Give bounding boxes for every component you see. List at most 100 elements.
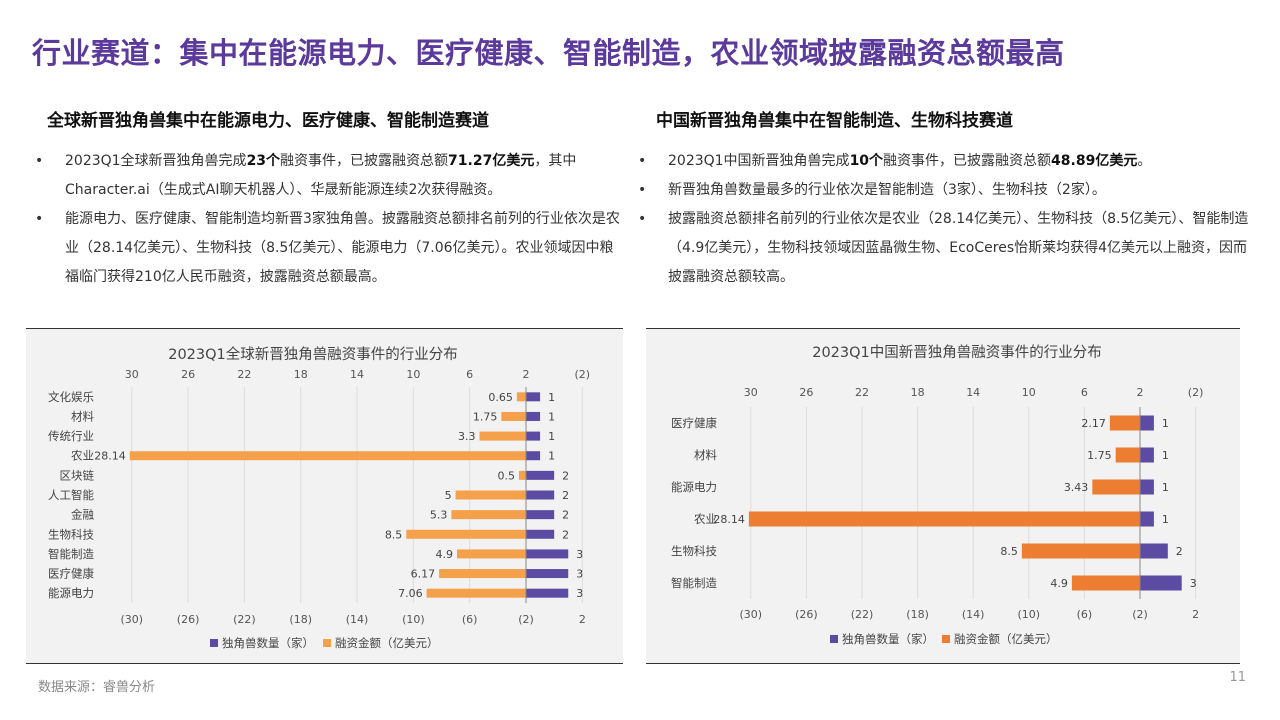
top-tick-label: 10	[406, 368, 420, 381]
category-label: 材料	[694, 448, 717, 462]
funding-value-label: 28.14	[713, 513, 745, 526]
count-bar	[1140, 511, 1154, 527]
bottom-tick-label: (6)	[1077, 608, 1093, 621]
top-tick-label: 10	[1022, 386, 1036, 399]
category-label: 生物科技	[48, 527, 94, 541]
bottom-tick-label: (6)	[462, 613, 478, 626]
bottom-tick-label: (22)	[851, 608, 874, 621]
funding-bar	[516, 392, 526, 402]
funding-bar	[129, 451, 526, 461]
category-label: 生物科技	[671, 544, 717, 558]
bottom-tick-label: (18)	[289, 613, 312, 626]
bottom-tick-label: 2	[1192, 608, 1199, 621]
bottom-tick-label: (30)	[740, 608, 763, 621]
funding-bar	[1071, 575, 1140, 591]
top-tick-label: 14	[350, 368, 364, 381]
count-bar	[1140, 543, 1168, 559]
count-bar	[526, 411, 541, 421]
highlight-text: 71.27亿美元	[448, 153, 535, 169]
count-bar	[526, 569, 569, 579]
category-label: 医疗健康	[671, 416, 717, 430]
bullet-text: 融资事件，已披露融资总额	[280, 153, 449, 169]
page-title: 行业赛道：集中在能源电力、医疗健康、智能制造，农业领域披露融资总额最高	[32, 36, 1065, 70]
category-label: 农业	[71, 449, 94, 463]
global-chart-svg: 2023Q1全球新晋独角兽融资事件的行业分布30(30)26(26)22(22)…	[48, 345, 646, 650]
count-value-label: 2	[562, 489, 569, 502]
count-bar	[526, 451, 541, 461]
bottom-tick-label: (14)	[346, 613, 369, 626]
count-bar	[526, 588, 569, 598]
bullet-text: 新晋独角兽数量最多的行业依次是智能制造（3家）、生物科技（2家）。	[668, 182, 1106, 198]
count-bar	[526, 431, 541, 441]
chart-title: 2023Q1全球新晋独角兽融资事件的行业分布	[168, 345, 458, 363]
count-bar	[526, 510, 555, 520]
category-label: 材料	[71, 409, 94, 423]
bottom-tick-label: (26)	[795, 608, 818, 621]
count-bar	[526, 470, 555, 480]
top-tick-label: 6	[1081, 386, 1088, 399]
china-chart-svg: 2023Q1中国新晋独角兽融资事件的行业分布30(30)26(26)22(22)…	[671, 344, 1259, 646]
count-bar	[526, 392, 541, 402]
top-tick-label: 14	[966, 386, 980, 399]
funding-bar	[457, 549, 526, 559]
bottom-tick-label: 2	[579, 613, 586, 626]
count-value-label: 3	[576, 548, 583, 561]
count-value-label: 3	[576, 568, 583, 581]
legend-swatch-funding	[942, 635, 950, 643]
highlight-text: 10个	[849, 153, 884, 169]
count-value-label: 1	[1162, 449, 1169, 462]
funding-value-label: 1.75	[1087, 449, 1112, 462]
top-tick-label: 2	[523, 368, 530, 381]
bottom-tick-label: (22)	[233, 613, 256, 626]
bullet-text: 2023Q1中国新晋独角兽完成	[668, 153, 850, 169]
count-value-label: 3	[1190, 577, 1197, 590]
count-bar	[1140, 415, 1154, 431]
funding-value-label: 8.5	[1000, 545, 1018, 558]
chart-title: 2023Q1中国新晋独角兽融资事件的行业分布	[812, 344, 1102, 361]
bullet-text: 融资事件，已披露融资总额	[883, 153, 1052, 169]
funding-bar	[1115, 447, 1140, 463]
legend-label-funding: 融资金额（亿美元）	[335, 636, 439, 650]
legend-label-funding: 融资金额（亿美元）	[954, 632, 1058, 646]
category-label: 医疗健康	[48, 567, 94, 581]
funding-bar	[1021, 543, 1140, 559]
right-bullet-list: 2023Q1中国新晋独角兽完成10个融资事件，已披露融资总额48.89亿美元。新…	[638, 147, 1250, 292]
funding-value-label: 0.65	[488, 391, 513, 404]
bullet-text: 能源电力、医疗健康、智能制造均新晋3家独角兽。披露融资总额排名前列的行业依次是农…	[65, 211, 620, 285]
funding-bar	[439, 569, 526, 579]
bottom-tick-label: (10)	[1018, 608, 1041, 621]
legend-swatch-count	[210, 639, 218, 647]
top-tick-label: (2)	[575, 368, 591, 381]
funding-value-label: 0.5	[497, 469, 514, 482]
top-tick-label: 30	[744, 386, 758, 399]
bottom-tick-label: (10)	[402, 613, 425, 626]
funding-bar	[1092, 479, 1140, 495]
count-bar	[1140, 447, 1154, 463]
legend-swatch-count	[830, 635, 838, 643]
bullet-text: 披露融资总额排名前列的行业依次是农业（28.14亿美元）、生物科技（8.5亿美元…	[668, 211, 1249, 285]
bottom-tick-label: (26)	[177, 613, 200, 626]
highlight-text: 48.89亿美元	[1051, 153, 1138, 169]
top-tick-label: 6	[466, 368, 473, 381]
funding-value-label: 28.14	[94, 450, 126, 463]
funding-value-label: 3.43	[1064, 481, 1089, 494]
count-bar	[526, 490, 555, 500]
left-bullet-list: 2023Q1全球新晋独角兽完成23个融资事件，已披露融资总额71.27亿美元，其…	[35, 147, 620, 292]
count-value-label: 1	[1162, 513, 1169, 526]
funding-value-label: 3.3	[458, 430, 476, 443]
count-bar	[526, 529, 555, 539]
count-value-label: 2	[1176, 545, 1183, 558]
funding-bar	[518, 470, 526, 480]
bullet-item: 能源电力、医疗健康、智能制造均新晋3家独角兽。披露融资总额排名前列的行业依次是农…	[35, 205, 620, 292]
legend-label-count: 独角兽数量（家）	[842, 632, 934, 646]
count-value-label: 1	[1162, 481, 1169, 494]
funding-value-label: 4.9	[1050, 577, 1068, 590]
count-value-label: 2	[562, 528, 569, 541]
funding-bar	[748, 511, 1140, 527]
bullet-item: 2023Q1全球新晋独角兽完成23个融资事件，已披露融资总额71.27亿美元，其…	[35, 147, 620, 205]
category-label: 能源电力	[671, 480, 717, 494]
funding-value-label: 6.17	[411, 568, 436, 581]
legend-swatch-funding	[323, 639, 331, 647]
category-label: 区块链	[60, 468, 95, 482]
bottom-tick-label: (30)	[120, 613, 143, 626]
